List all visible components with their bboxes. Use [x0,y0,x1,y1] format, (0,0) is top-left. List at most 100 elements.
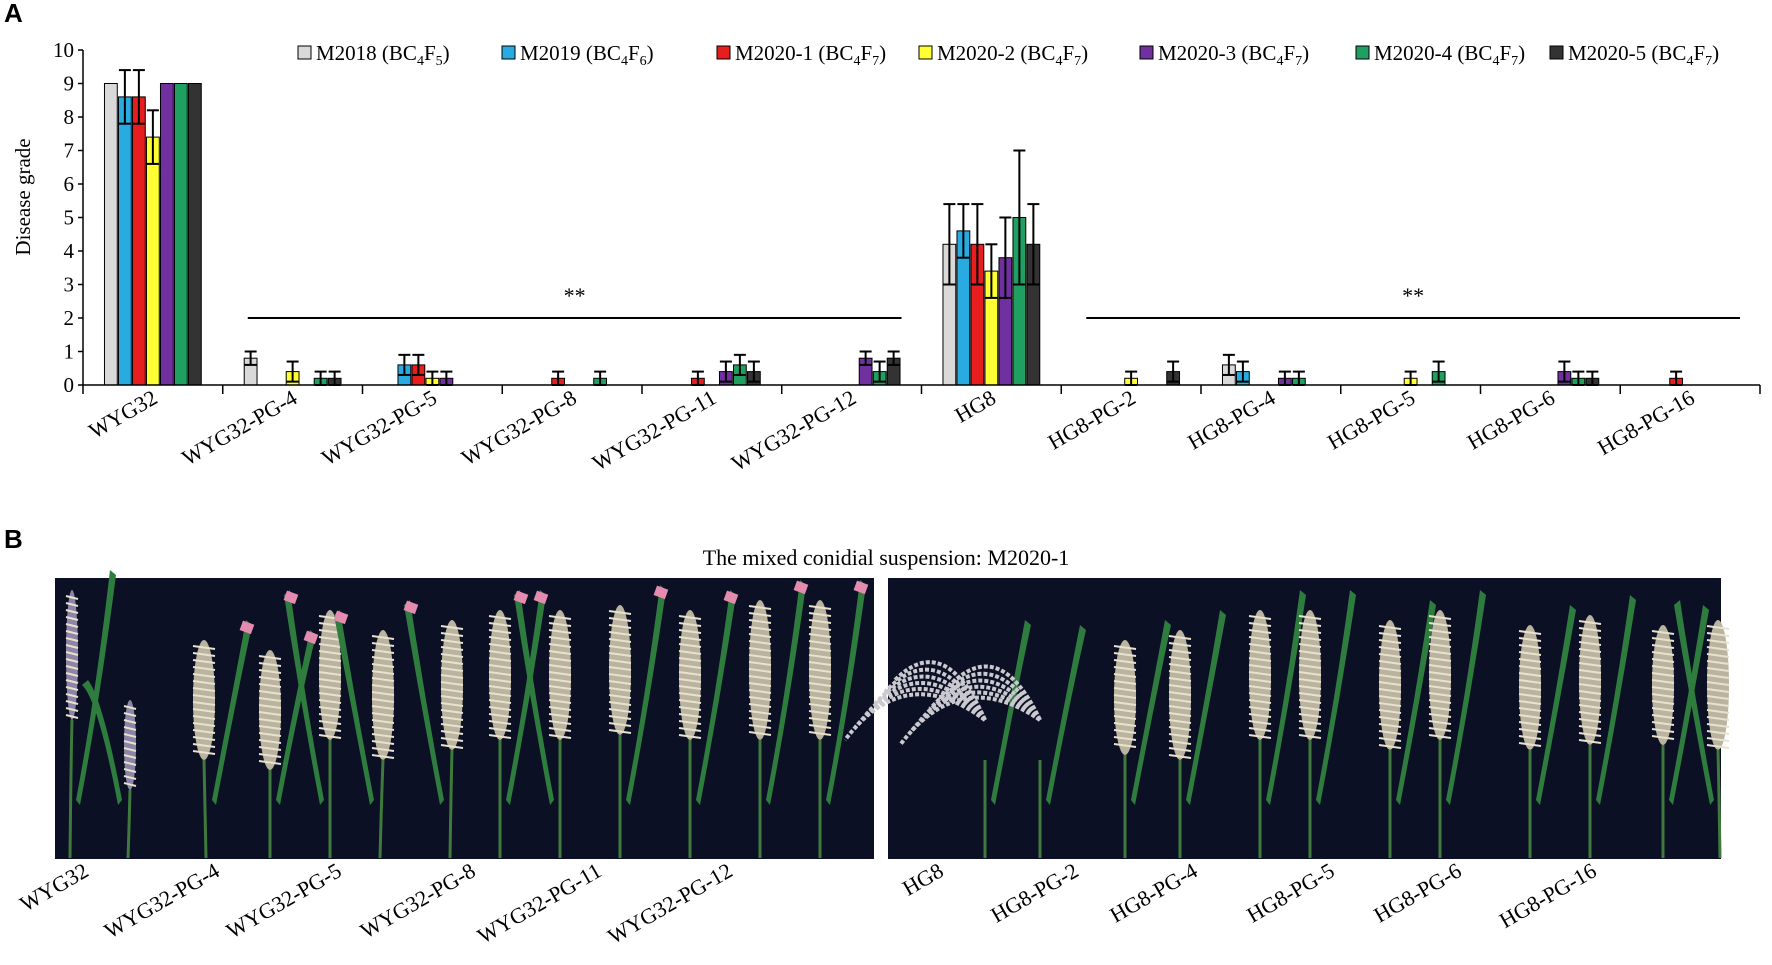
grain-row [1518,658,1542,663]
grain-row [1651,665,1675,670]
grain-row [1651,637,1675,642]
grain-row [371,677,395,682]
grain-row [488,615,512,620]
grain-row [548,664,572,669]
grain-row [808,682,832,687]
grain-row [748,626,772,631]
grain-row [258,690,282,695]
bar [131,96,146,386]
grain-row [65,679,79,684]
grain-row [608,729,632,734]
grain-row [123,705,137,710]
grain-row [678,664,702,669]
flag-leaf [212,620,252,805]
grain-row [488,671,512,676]
grain-row [678,615,702,620]
grain-row [678,629,702,634]
grain-row [808,717,832,722]
grain-row [371,642,395,647]
flag-leaf [276,630,316,805]
grain-row [192,715,216,720]
grain-row [1706,688,1730,693]
grain-row [808,689,832,694]
grain-row [1706,709,1730,714]
grain-row [1113,701,1137,706]
grain-row [1578,725,1602,730]
legend-swatch [716,45,731,60]
grain-row [678,657,702,662]
grain-row [123,775,137,780]
grain-row [371,733,395,738]
grain-row [1298,657,1322,662]
grain-row [65,700,79,705]
grain-row [1298,622,1322,627]
grain-row [548,671,572,676]
drooping-branch [883,667,987,721]
grain-row [1651,735,1675,740]
grain-row [608,638,632,643]
grain-row [748,682,772,687]
flag-leaf [1186,610,1226,805]
grain-row [1113,652,1137,657]
grain-row [1578,634,1602,639]
grain-row [123,761,137,766]
grain-row [748,605,772,610]
grain-row [65,693,79,698]
grain-row [65,707,79,712]
grain-row [1298,650,1322,655]
grain-row [371,691,395,696]
flag-leaf [1266,590,1306,805]
grain-row [488,650,512,655]
photo-label-left: WYG32 [15,858,92,917]
grain-row [1378,653,1402,658]
grain-row [1651,721,1675,726]
grain-row [258,753,282,758]
grain-row [440,681,464,686]
grain-row [192,645,216,650]
grain-row [678,643,702,648]
culm [378,759,385,859]
grain-row [1578,718,1602,723]
grain-row [1651,672,1675,677]
grain-row [371,656,395,661]
flag-leaf [76,570,116,805]
culm [1716,749,1722,859]
y-tick-label: 0 [64,373,75,397]
grain-row [548,692,572,697]
grain-row [608,673,632,678]
grain-row [318,699,342,704]
legend-label: M2020-1 (BC4F7) [735,41,886,69]
grain-row [1518,665,1542,670]
grain-row [1428,699,1452,704]
grain-row [1578,711,1602,716]
grain-row [748,689,772,694]
grain-row [1168,705,1192,710]
grain-row [1113,673,1137,678]
grain-row [192,729,216,734]
grain-row [192,659,216,664]
grain-row [808,619,832,624]
grain-row [1428,650,1452,655]
category-label: HG8-PG-6 [1463,385,1559,455]
grain-row [748,724,772,729]
grain-row [1248,615,1272,620]
grain-row [1428,713,1452,718]
grain-row [548,636,572,641]
grain-row [1578,641,1602,646]
grain-row [678,727,702,732]
grain-row [808,612,832,617]
grain-row [1706,716,1730,721]
category-label: WYG32-PG-12 [727,385,860,476]
grain-row [1168,635,1192,640]
grain-row [748,633,772,638]
grain-row [371,754,395,759]
grain-row [1578,732,1602,737]
grain-row [548,699,572,704]
grain-row [318,727,342,732]
photo-label-left: WYG32-PG-11 [473,858,605,949]
grain-row [608,631,632,636]
grain-row [808,724,832,729]
legend-swatch [297,45,312,60]
axes [82,50,1761,394]
grain-row [123,733,137,738]
